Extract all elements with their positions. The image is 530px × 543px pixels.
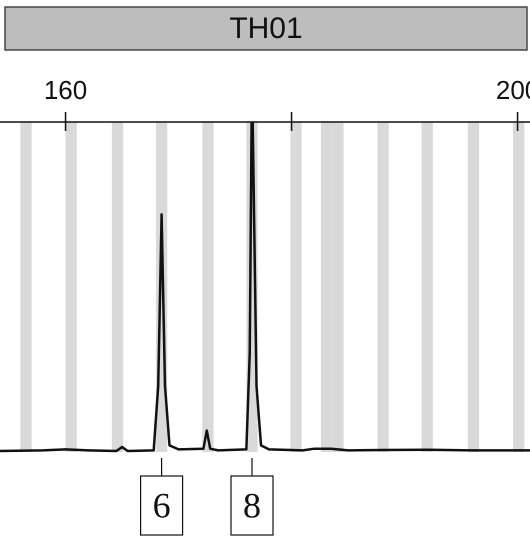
allele-bin	[202, 122, 214, 452]
allele-bin	[421, 122, 433, 452]
allele-bin	[246, 122, 258, 452]
title-bar	[4, 6, 528, 51]
allele-bin	[290, 122, 302, 452]
allele-bin	[20, 122, 32, 452]
allele-label: 6	[153, 485, 171, 525]
allele-bin	[111, 122, 124, 452]
chart-title: TH01	[229, 12, 302, 45]
allele-bin	[65, 122, 77, 452]
allele-bin	[155, 122, 168, 452]
x-tick-label: 200	[496, 75, 530, 105]
x-tick-label: 160	[44, 75, 87, 105]
allele-bin	[377, 122, 389, 452]
allele-bin	[332, 122, 344, 452]
allele-box	[139, 475, 184, 536]
allele-bin	[513, 122, 525, 452]
trace	[0, 122, 530, 453]
allele-box	[230, 475, 274, 536]
allele-bin	[467, 122, 480, 452]
allele-bin	[320, 122, 333, 452]
allele-label: 8	[243, 485, 261, 525]
